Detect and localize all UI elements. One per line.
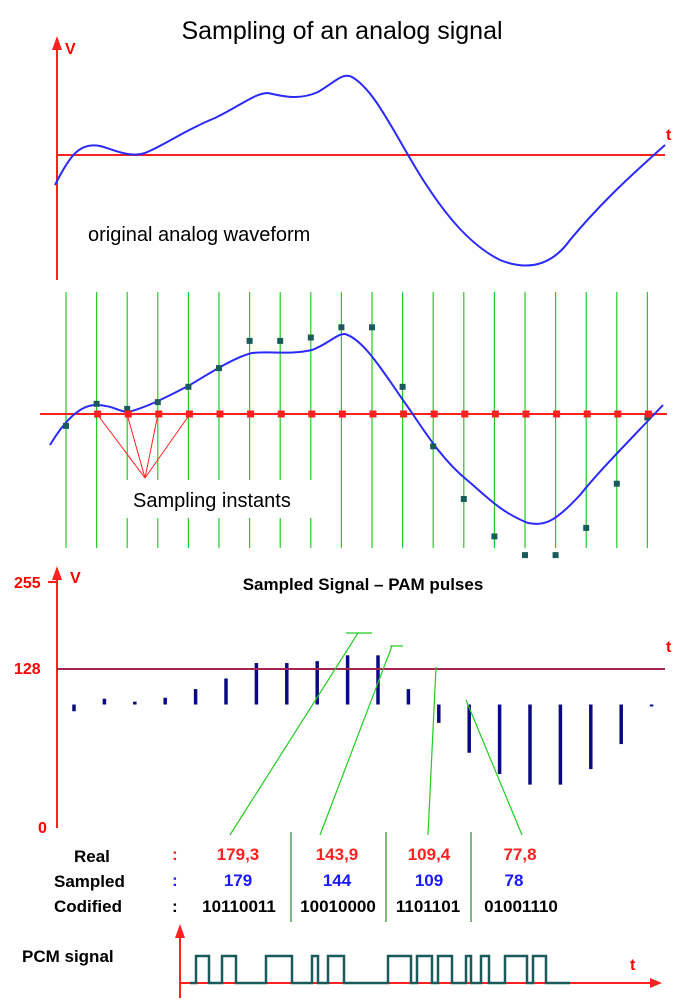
sampled-value-3: 109	[415, 871, 443, 890]
axis-sample-point	[553, 410, 561, 418]
colon-real: :	[172, 845, 178, 864]
axis-sample-point	[216, 410, 224, 418]
axis-sample-point	[308, 410, 316, 418]
analog-waveform	[54, 74, 666, 267]
waveform-sample-point	[522, 552, 528, 559]
waveform-sample-point	[613, 480, 620, 487]
colon-sampled: :	[172, 871, 178, 890]
sampled-value-1: 179	[224, 871, 252, 890]
pcm-x-label: t	[630, 957, 636, 974]
row-label-codified: Codified	[54, 897, 122, 916]
axis-sample-point	[277, 410, 285, 418]
axis-sample-point	[614, 410, 622, 418]
y-tick-128: 128	[14, 661, 41, 678]
axis-sample-point	[369, 410, 377, 418]
y-tick-0: 0	[38, 820, 47, 837]
axis-sample-point	[155, 410, 163, 418]
section1-title: Sampling of an analog signal	[181, 17, 502, 45]
row-label-sampled: Sampled	[54, 872, 125, 891]
waveform-sample-point	[399, 383, 406, 390]
axis-sample-point	[644, 410, 652, 418]
waveform-sample-point	[460, 496, 467, 502]
pcm-y-arrow	[175, 924, 185, 938]
real-value-4: 77,8	[503, 845, 536, 864]
section3-y-label: V	[70, 570, 81, 587]
axis-sample-point	[247, 410, 255, 418]
section1-y-arrow	[52, 36, 62, 50]
sampled-value-4: 78	[505, 871, 524, 890]
instants-caption-box	[125, 480, 325, 518]
zero-crossing-points	[94, 410, 652, 418]
sampled-value-2: 144	[323, 871, 352, 890]
codified-value-2: 10010000	[300, 897, 376, 916]
waveform-sample-point	[93, 400, 100, 407]
table-dividers	[290, 832, 472, 922]
waveform-sample-point	[246, 337, 253, 344]
waveform-sample-point	[369, 324, 375, 331]
colon-codified: :	[172, 897, 178, 916]
waveform-sample-point	[185, 383, 192, 390]
y-tick-255: 255	[14, 575, 41, 592]
title-box	[145, 8, 540, 52]
axis-sample-point	[461, 410, 469, 418]
codified-value-4: 01001110	[484, 897, 558, 916]
waveform-sample-point	[491, 533, 498, 540]
caption-box	[78, 215, 378, 253]
axis-sample-point	[430, 410, 438, 418]
sample-points	[63, 324, 651, 559]
instants-caption: Sampling instants	[133, 490, 291, 512]
waveform-sample-point	[430, 443, 437, 450]
axis-sample-point	[400, 410, 408, 418]
real-value-1: 179,3	[217, 845, 260, 864]
waveform-sample-point	[124, 405, 131, 412]
pcm-x-arrow	[650, 978, 662, 988]
section3-y-arrow	[52, 566, 62, 580]
pcm-label: PCM signal	[22, 947, 114, 966]
row-label-real: Real	[74, 847, 110, 866]
section1-x-label: t	[666, 127, 672, 144]
waveform-sample-point	[154, 399, 161, 406]
axis-sample-point	[491, 410, 499, 418]
real-value-3: 109,4	[408, 845, 451, 864]
axis-sample-point	[338, 410, 346, 418]
section3-x-label: t	[666, 639, 672, 656]
codified-value-3: 1101101	[396, 897, 460, 916]
waveform-sample-point	[63, 422, 69, 429]
section3-title: Sampled Signal – PAM pulses	[243, 575, 484, 594]
quantization-leads	[229, 632, 523, 836]
real-value-2: 143,9	[316, 845, 359, 864]
waveform-sample-point	[277, 337, 284, 344]
axis-sample-point	[124, 410, 132, 418]
waveform-sample-point	[583, 524, 590, 531]
instant-pointers	[96, 413, 191, 479]
waveform-sample-point	[216, 365, 222, 372]
section1-y-label: V	[65, 41, 76, 58]
waveform-caption: original analog waveform	[88, 224, 310, 246]
axis-sample-point	[583, 410, 591, 418]
waveform-sample-point	[307, 334, 314, 341]
waveform-sample-point	[338, 324, 345, 331]
pcm-waveform	[190, 954, 570, 985]
axis-sample-point	[522, 410, 530, 418]
codified-value-1: 10110011	[202, 897, 276, 916]
pam-pulses	[72, 655, 654, 785]
waveform-sample-point	[552, 552, 559, 559]
